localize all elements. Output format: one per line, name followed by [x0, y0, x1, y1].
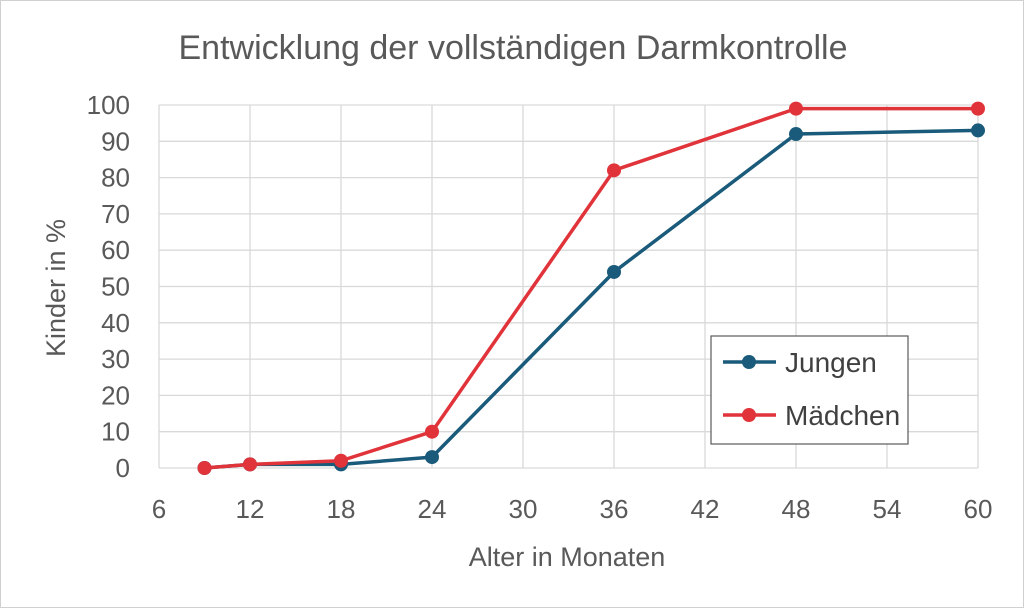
x-tick-label: 24 — [418, 494, 447, 524]
x-tick-labels: 6 12 18 24 30 36 42 48 54 60 — [152, 494, 993, 524]
y-tick-label: 90 — [101, 126, 130, 156]
legend-swatch-marker — [742, 355, 756, 369]
data-point — [971, 123, 985, 138]
data-point — [789, 101, 803, 116]
y-tick-labels: 0 10 20 30 40 50 60 70 80 90 100 — [87, 90, 130, 483]
data-point — [243, 457, 257, 472]
y-tick-label: 30 — [101, 344, 130, 374]
grid-lines — [158, 104, 979, 469]
legend-label: Mädchen — [785, 400, 900, 431]
legend: Jungen Mädchen — [710, 335, 909, 445]
y-tick-label: 40 — [101, 308, 130, 338]
y-tick-label: 80 — [101, 163, 130, 193]
y-tick-label: 60 — [101, 235, 130, 265]
y-tick-label: 10 — [101, 417, 130, 447]
x-tick-label: 60 — [964, 494, 993, 524]
data-point — [789, 127, 803, 142]
y-tick-label: 100 — [87, 90, 130, 120]
x-tick-label: 12 — [236, 494, 265, 524]
series-group — [197, 101, 985, 475]
x-tick-label: 36 — [600, 494, 629, 524]
data-point — [334, 453, 348, 468]
y-axis-label: Kinder in % — [41, 219, 71, 357]
y-tick-label: 0 — [116, 453, 130, 483]
data-point — [425, 450, 439, 465]
x-axis-label: Alter in Monaten — [469, 542, 666, 572]
data-point — [607, 163, 621, 178]
y-tick-label: 70 — [101, 199, 130, 229]
legend-box — [710, 335, 909, 445]
chart-title: Entwicklung der vollständigen Darmkontro… — [179, 29, 848, 67]
data-point — [197, 461, 212, 475]
x-tick-label: 6 — [152, 494, 166, 524]
x-tick-label: 18 — [327, 494, 356, 524]
x-tick-label: 54 — [873, 494, 902, 524]
data-point — [607, 264, 621, 279]
data-point — [425, 424, 439, 439]
y-tick-label: 20 — [101, 380, 130, 410]
legend-swatch-marker — [742, 408, 756, 422]
legend-label: Jungen — [785, 347, 877, 378]
y-tick-label: 50 — [101, 272, 130, 302]
x-tick-label: 48 — [782, 494, 811, 524]
x-tick-label: 30 — [509, 494, 538, 524]
x-tick-label: 42 — [691, 494, 720, 524]
data-point — [971, 101, 985, 116]
